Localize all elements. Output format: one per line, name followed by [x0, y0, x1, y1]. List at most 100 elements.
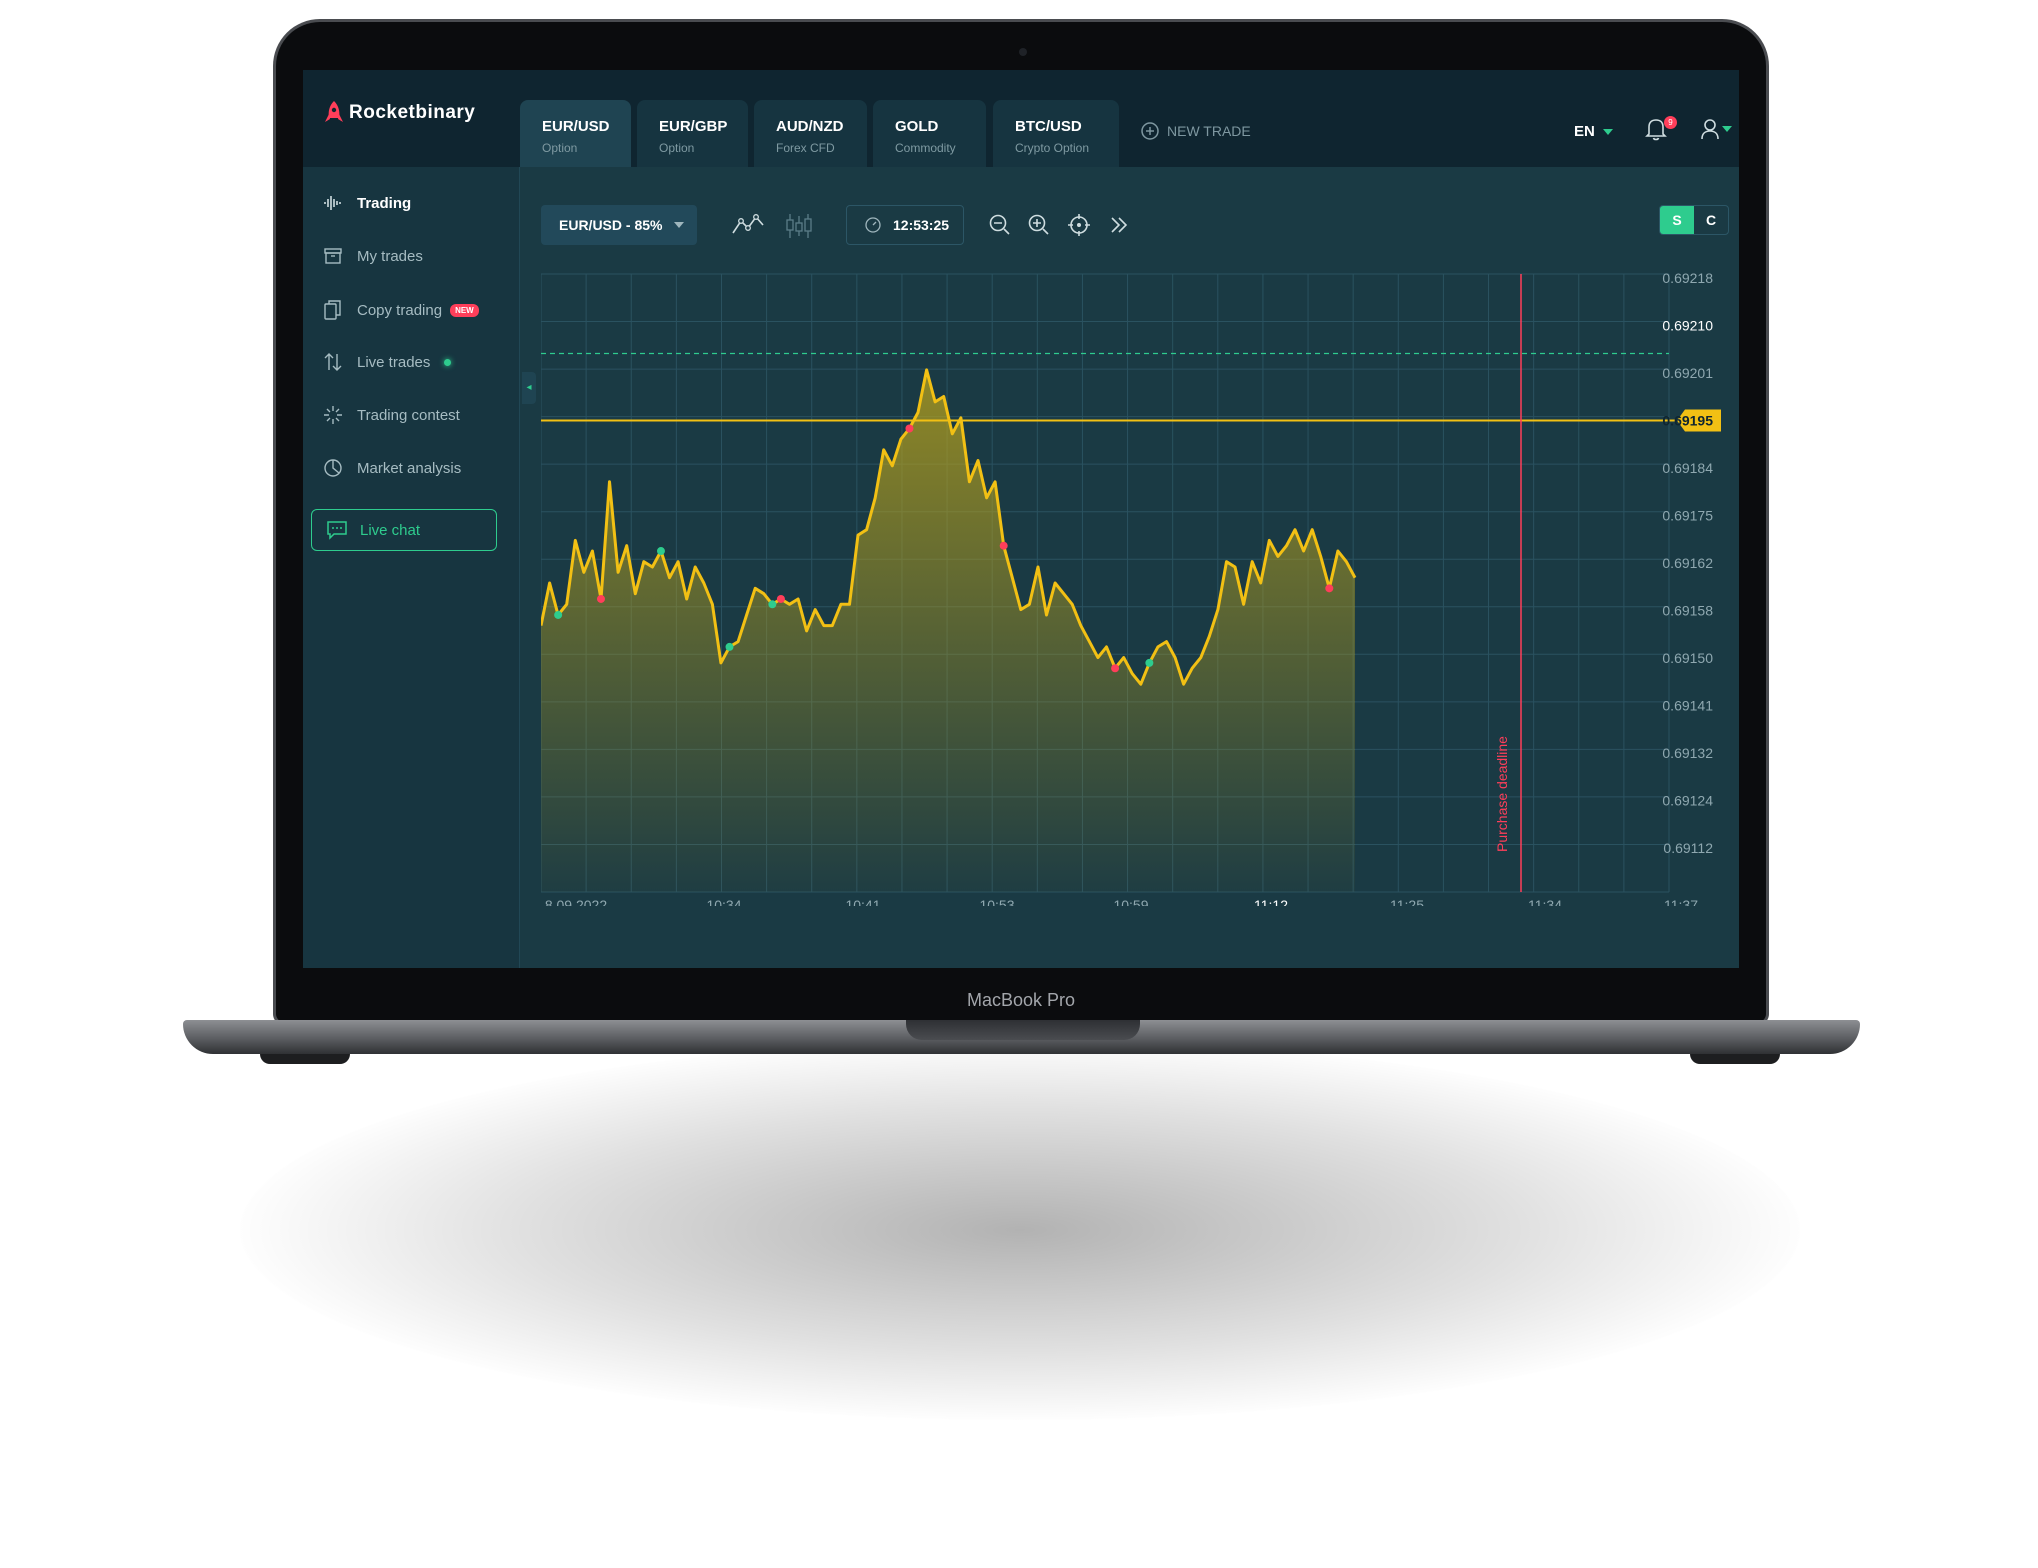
price-chart[interactable]: 0.69218 0.69210 0.69201 0.69184 0.69175 0.691… — [541, 266, 1721, 906]
new-trade-label: NEW TRADE — [1167, 123, 1251, 139]
archive-icon — [324, 248, 342, 264]
timer-value: 12:53:25 — [893, 217, 950, 233]
user-icon — [1701, 119, 1719, 140]
clock-icon — [865, 217, 881, 233]
candlestick-icon[interactable] — [785, 213, 813, 239]
buy-marker — [768, 600, 777, 609]
current-price-tag — [1677, 409, 1721, 432]
fast-forward-icon[interactable] — [1107, 213, 1131, 237]
laptop-notch — [906, 1020, 1140, 1040]
device-shadow — [240, 1040, 1800, 1420]
rocket-icon — [325, 101, 343, 122]
x-tick-label: 11:12 — [1254, 897, 1288, 906]
sidebar-item-copy-trading[interactable]: Copy trading NEW — [323, 299, 479, 321]
waveform-icon — [324, 196, 341, 210]
chevron-down-icon — [1722, 126, 1732, 132]
bell-icon[interactable] — [1645, 117, 1667, 141]
pair-selector[interactable]: EUR/USD - 85% — [541, 205, 697, 245]
sidebar-item-trading[interactable]: Trading — [323, 193, 411, 213]
x-tick-label: 11:37 — [1664, 897, 1698, 906]
laptop-chin: MacBook Pro — [284, 990, 1758, 1018]
laptop-foot — [260, 1054, 350, 1064]
tab-subtitle: Option — [659, 141, 695, 155]
sell-marker — [905, 424, 914, 433]
y-tick-label: 0.69184 — [1662, 460, 1713, 476]
tab-gold[interactable]: GOLD Commodity — [873, 100, 986, 167]
y-tick-label: 0.69158 — [1662, 603, 1713, 619]
sidebar-item-label: Live trades — [357, 353, 431, 371]
price-area — [541, 369, 1355, 892]
tab-aud-nzd[interactable]: AUD/NZD Forex CFD — [754, 100, 867, 167]
zoom-in-icon[interactable] — [1027, 213, 1051, 237]
sell-marker — [1325, 584, 1334, 593]
x-tick-label: 10:34 — [706, 897, 741, 906]
new-trade-button[interactable]: NEW TRADE — [1141, 122, 1251, 140]
y-tick-label: 0.69201 — [1662, 365, 1713, 381]
user-menu[interactable] — [1700, 118, 1732, 140]
sidebar-collapse-handle[interactable]: ◂ — [522, 372, 536, 404]
copy-icon — [324, 300, 341, 320]
sidebar-item-live-trades[interactable]: Live trades — [323, 352, 452, 372]
y-tick-label: 0.69218 — [1662, 270, 1713, 286]
sidebar-item-my-trades[interactable]: My trades — [323, 246, 423, 266]
zoom-out-icon[interactable] — [988, 213, 1012, 237]
notification-badge: 9 — [1664, 116, 1677, 129]
tab-title: BTC/USD — [1015, 118, 1082, 135]
sell-marker — [596, 594, 605, 603]
purchase-deadline-label: Purchase deadline — [1494, 736, 1510, 852]
y-tick-label: 0.69132 — [1662, 745, 1713, 761]
x-tick-label: 11:34 — [1528, 897, 1562, 906]
sell-marker — [999, 541, 1008, 550]
buy-marker — [554, 610, 563, 619]
y-tick-label: 0.69124 — [1662, 793, 1713, 809]
tab-eur-gbp[interactable]: EUR/GBP Option — [637, 100, 748, 167]
y-tick-label: 0.69162 — [1662, 555, 1713, 571]
app-screen: Rocketbinary EUR/USD Option EUR/GBP Opti… — [303, 70, 1739, 968]
mode-s-button[interactable]: S — [1660, 206, 1694, 234]
price-line — [541, 368, 1357, 686]
laptop-foot — [1690, 1054, 1780, 1064]
pair-label: EUR/USD - 85% — [559, 217, 663, 233]
tab-title: EUR/GBP — [659, 118, 728, 135]
live-indicator — [444, 358, 452, 366]
tab-eur-usd[interactable]: EUR/USD Option — [520, 100, 631, 167]
live-chat-button[interactable]: Live chat — [311, 509, 497, 551]
current-price-label: 0.69195 — [1662, 413, 1713, 429]
sidebar-item-label: Trading — [357, 194, 412, 212]
x-tick-label: 10:53 — [979, 897, 1014, 906]
tab-title: EUR/USD — [542, 118, 610, 135]
tab-subtitle: Crypto Option — [1015, 141, 1090, 155]
x-tick-label: 11:25 — [1390, 897, 1424, 906]
y-tick-label: 0.69210 — [1662, 318, 1713, 334]
y-tick-label: 0.69150 — [1662, 650, 1713, 666]
tab-title: GOLD — [895, 118, 939, 135]
plus-circle-icon — [1141, 122, 1159, 140]
chat-icon — [327, 521, 347, 540]
tab-title: AUD/NZD — [776, 118, 844, 135]
top-bar: Rocketbinary EUR/USD Option EUR/GBP Opti… — [303, 70, 1739, 167]
line-chart-icon[interactable] — [731, 213, 765, 237]
language-label: EN — [1574, 123, 1595, 140]
expiry-timer[interactable]: 12:53:25 — [846, 205, 964, 245]
sell-marker — [776, 594, 785, 603]
live-chat-label: Live chat — [360, 521, 421, 539]
arrows-updown-icon — [324, 353, 342, 371]
language-selector[interactable]: EN — [1574, 123, 1613, 140]
tab-btc-usd[interactable]: BTC/USD Crypto Option — [993, 100, 1119, 167]
sidebar-item-market-analysis[interactable]: Market analysis — [323, 458, 461, 478]
y-tick-label: 0.69175 — [1662, 508, 1713, 524]
pie-icon — [324, 459, 342, 477]
y-tick-label: 0.69112 — [1663, 840, 1713, 856]
brand-name: Rocketbinary — [349, 102, 476, 123]
sidebar-item-trading-contest[interactable]: Trading contest — [323, 405, 460, 425]
crosshair-icon[interactable] — [1067, 213, 1091, 237]
x-tick-label: 10:41 — [845, 897, 880, 906]
sidebar-item-label: Market analysis — [357, 459, 462, 477]
sell-marker — [1111, 664, 1120, 673]
mode-toggle[interactable]: S C — [1659, 205, 1729, 235]
chevron-down-icon — [1602, 128, 1613, 135]
logo[interactable]: Rocketbinary — [325, 100, 475, 126]
camera — [1019, 48, 1027, 56]
mode-c-button[interactable]: C — [1705, 212, 1717, 228]
buy-marker — [725, 642, 734, 651]
